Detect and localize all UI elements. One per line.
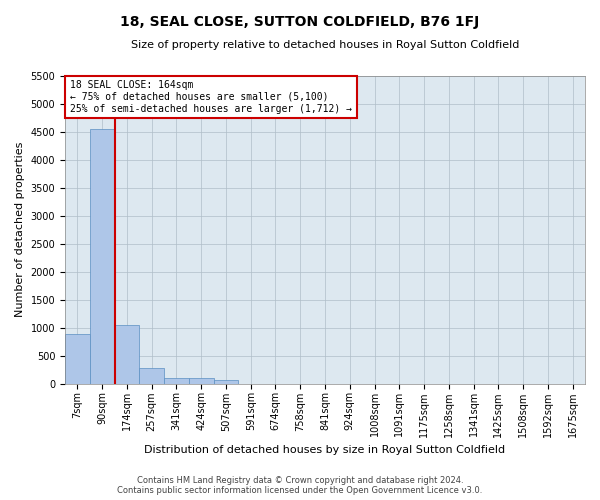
Bar <box>189 378 214 384</box>
Y-axis label: Number of detached properties: Number of detached properties <box>15 142 25 318</box>
Bar <box>139 368 164 384</box>
Bar <box>65 334 90 384</box>
Text: Contains HM Land Registry data © Crown copyright and database right 2024.
Contai: Contains HM Land Registry data © Crown c… <box>118 476 482 495</box>
X-axis label: Distribution of detached houses by size in Royal Sutton Coldfield: Distribution of detached houses by size … <box>145 445 506 455</box>
Bar <box>214 380 238 384</box>
Text: 18, SEAL CLOSE, SUTTON COLDFIELD, B76 1FJ: 18, SEAL CLOSE, SUTTON COLDFIELD, B76 1F… <box>121 15 479 29</box>
Text: 18 SEAL CLOSE: 164sqm
← 75% of detached houses are smaller (5,100)
25% of semi-d: 18 SEAL CLOSE: 164sqm ← 75% of detached … <box>70 80 352 114</box>
Bar <box>90 130 115 384</box>
Bar <box>115 325 139 384</box>
Bar <box>164 378 189 384</box>
Title: Size of property relative to detached houses in Royal Sutton Coldfield: Size of property relative to detached ho… <box>131 40 519 50</box>
